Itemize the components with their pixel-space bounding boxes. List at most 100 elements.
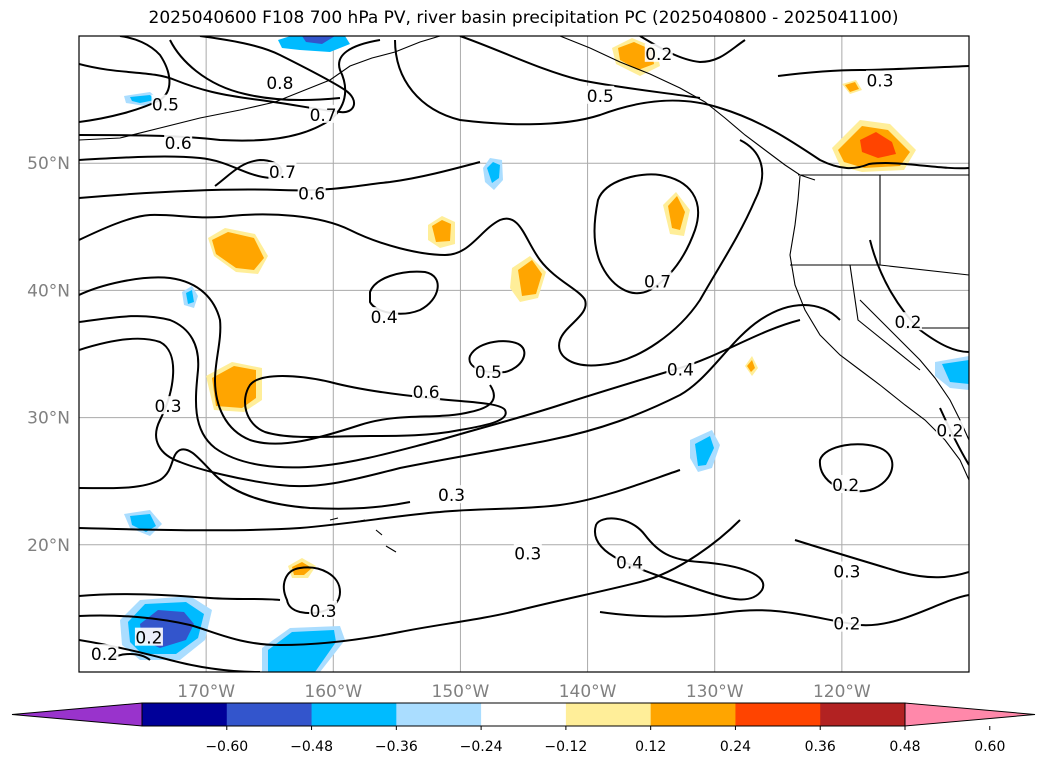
contour-label: 0.2 [90,644,119,665]
contour-label-text: 0.6 [298,185,325,205]
contour-label-background [265,73,294,92]
colorbar-under-extension [11,702,143,727]
contour-label: 0.2 [134,627,163,649]
colorbar-over-extension [904,702,1036,727]
contour-label: 0.7 [643,271,672,292]
pv-contour [79,36,355,114]
contour-label: 0.4 [615,552,644,574]
contour-label-text: 0.2 [645,45,672,65]
contour-label-background [615,552,644,571]
contour-label-text: 0.4 [371,308,398,328]
pv-contour [939,407,969,466]
coastlines [79,36,969,553]
pv-contour [79,448,411,510]
contour-label-background [866,70,894,89]
contour-label-background [893,312,922,331]
contour-label: 0.3 [513,543,542,565]
longitude-tick-labels: 170°W 160°W 150°W 140°W 130°W 120°W [177,682,871,702]
pv-contour [79,139,764,367]
pv-contour [169,39,341,102]
contour-label: 0.4 [666,359,695,380]
contour-label-text: 0.2 [135,629,162,649]
pv-contour [79,276,495,445]
pv-contour [79,469,681,532]
longitude-tick-label: 170°W [177,682,235,702]
contour-label-text: 0.3 [438,486,465,506]
pv-contour [79,519,741,647]
contour-label-text: 0.2 [936,421,963,441]
contour-label-background [832,561,861,580]
pv-contour [777,65,969,77]
contour-label-text: 0.8 [266,74,293,94]
colorbar-tick-label: 0.12 [635,739,666,755]
contour-label-background [832,613,861,632]
colorbar-tick-label: −0.36 [375,739,418,755]
contour-label-text: 0.7 [644,272,671,292]
contour-label-text: 0.7 [269,163,296,183]
colorbar-segment [142,703,228,726]
longitude-tick-label: 150°W [432,682,490,702]
pv-contour [282,566,342,614]
contour-label-background [643,271,672,290]
positive-anomaly-shading [845,82,859,92]
map-title: 2025040600 F108 700 hPa PV, river basin … [148,8,899,28]
contour-label-background [935,420,964,439]
colorbar-tick-label: 0.48 [889,739,920,755]
pv-contour [794,539,969,579]
contour-label-background [412,382,441,401]
colorbar-tick-label: 0.36 [805,739,836,755]
contour-label-background [297,183,326,202]
longitude-tick-label: 130°W [686,682,744,702]
contour-label-text: 0.5 [587,87,614,107]
positive-anomaly-shading [668,196,685,230]
negative-anomaly-shading [186,290,194,304]
colorbar-segment [481,703,567,726]
pv-contour [79,155,283,187]
contour-labels: 0.80.70.60.70.60.5 0.50.30.20.40.50.60.70… [90,43,964,665]
contour-label-background [268,162,297,181]
contour-label-background [437,485,466,504]
colorbar-tick-label: −0.24 [460,739,503,755]
contour-label-background [586,85,615,104]
positive-anomaly-shading [860,132,896,158]
colorbar-segment [565,703,652,726]
contour-label: 0.5 [151,94,180,116]
colorbar: −0.60 −0.48 −0.36 −0.24 −0.12 0.12 0.24 0.36 0.4… [11,702,1036,755]
contour-label: 0.7 [309,104,338,126]
pv-contour [593,173,700,295]
contour-label-background [831,475,860,494]
contour-label-background [154,396,182,415]
pv-contour [869,239,969,353]
contour-label-text: 0.6 [413,383,440,403]
negative-anomaly-shading [268,630,336,672]
contour-label-text: 0.4 [616,554,643,574]
contour-label-text: 0.5 [152,96,179,116]
colorbar-segment [650,703,736,726]
colorbar-tick-label: 0.60 [974,739,1005,755]
contour-label-background [474,361,503,380]
contour-label: 0.8 [265,73,294,94]
contour-label-text: 0.2 [833,615,860,635]
negative-anomaly-shading [278,36,350,52]
pv-contour [79,39,381,142]
contour-label: 0.6 [412,382,441,403]
contour-label: 0.6 [297,183,326,205]
pv-contour [394,39,969,170]
contour-label: 0.4 [370,307,399,328]
colorbar-segment [311,703,397,726]
positive-anomaly-shading [518,260,542,296]
longitude-tick-label: 120°W [813,682,871,702]
contour-label-background [90,644,119,663]
contour-label-text: 0.3 [310,602,337,622]
contour-label-background [134,627,163,646]
contour-label-background [151,94,180,113]
latitude-tick-label: 20°N [27,536,70,556]
colorbar-segment [820,703,906,726]
negative-anomaly-shading [695,436,714,466]
contour-label: 0.3 [437,485,466,506]
contour-label-background [164,132,193,151]
colorbar-tick-label: −0.60 [205,739,248,755]
contour-label-text: 0.4 [667,360,694,380]
colorbar-tick-label: −0.12 [544,739,587,755]
contour-label: 0.7 [268,162,297,183]
